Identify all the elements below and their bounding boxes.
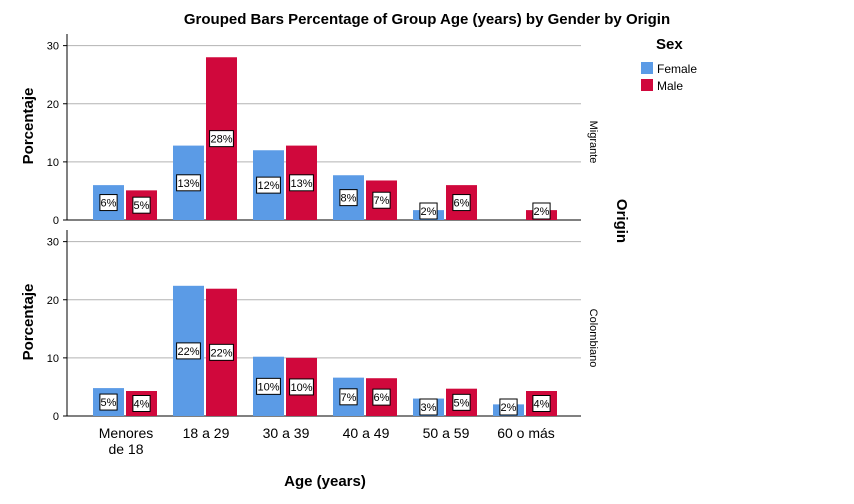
data-label: 2%: [534, 206, 550, 218]
x-axis-title: Age (years): [284, 473, 366, 490]
data-label: 13%: [177, 178, 199, 190]
data-label-box: [132, 395, 151, 413]
x-tick-label: 60 o más: [497, 425, 555, 441]
panel-label: Colombiano: [587, 309, 599, 368]
data-label-box: [176, 174, 201, 192]
y-tick-label: 0: [53, 215, 59, 227]
data-label-box: [99, 194, 118, 212]
data-label-box: [176, 342, 201, 360]
x-tick-label: de 18: [108, 441, 143, 457]
y-tick-label: 30: [47, 41, 59, 53]
data-label-box: [256, 377, 281, 395]
data-label: 6%: [454, 198, 470, 210]
data-label: 6%: [374, 392, 390, 404]
y-tick-label: 10: [47, 157, 59, 169]
data-label: 6%: [101, 198, 117, 210]
legend-label-female: Female: [657, 62, 697, 76]
data-label-box: [499, 398, 518, 416]
data-label-box: [532, 202, 551, 220]
y-axis-title-bottom: Porcentaje: [20, 284, 37, 361]
legend-label-male: Male: [657, 79, 683, 93]
data-label-box: [452, 393, 471, 411]
data-label-box: [99, 393, 118, 411]
data-label-box: [372, 191, 391, 209]
panel-variable-title: Origin: [613, 199, 630, 243]
panel-label: Migrante: [587, 121, 599, 164]
data-label-box: [289, 378, 314, 396]
panel-colombiano: 0 10 20 30 5% 4% 22% 22% 10% 10% 7% 6% 3% 5% 2% 4% Colom…: [47, 230, 599, 423]
data-label: 5%: [454, 397, 470, 409]
legend-swatch-male: [641, 79, 653, 91]
data-label: 2%: [501, 402, 517, 414]
legend: Sex Female Male: [641, 36, 697, 93]
data-label-box: [339, 189, 358, 207]
x-tick-label: 18 a 29: [183, 425, 230, 441]
data-label: 5%: [134, 200, 150, 212]
data-label: 7%: [341, 392, 357, 404]
data-label: 10%: [290, 382, 312, 394]
y-tick-label: 30: [47, 237, 59, 249]
data-label: 22%: [210, 347, 232, 359]
x-tick-label: 30 a 39: [263, 425, 310, 441]
data-label: 10%: [257, 381, 279, 393]
y-tick-label: 10: [47, 353, 59, 365]
data-label-box: [419, 398, 438, 416]
data-label-box: [452, 194, 471, 212]
y-axis-title-top: Porcentaje: [20, 88, 37, 165]
data-label: 4%: [534, 399, 550, 411]
y-tick-label: 20: [47, 99, 59, 111]
data-label: 13%: [290, 178, 312, 190]
data-label-box: [532, 395, 551, 413]
data-label: 4%: [134, 399, 150, 411]
data-label: 22%: [177, 346, 199, 358]
data-label-box: [372, 388, 391, 406]
legend-swatch-female: [641, 62, 653, 74]
data-label: 12%: [257, 180, 279, 192]
x-tick-label: 40 a 49: [343, 425, 390, 441]
data-label: 2%: [421, 206, 437, 218]
legend-title: Sex: [656, 36, 683, 53]
data-label: 28%: [210, 134, 232, 146]
chart-title: Grouped Bars Percentage of Group Age (ye…: [184, 11, 670, 28]
data-label: 3%: [421, 402, 437, 414]
y-tick-label: 20: [47, 295, 59, 307]
data-label-box: [209, 130, 234, 148]
data-label: 5%: [101, 397, 117, 409]
panel-migrante: 0 10 20 30 6% 5% 13% 28% 12% 13% 8% 7% 2% 6% 2% Migrant…: [47, 34, 599, 227]
data-label-box: [289, 174, 314, 192]
data-label-box: [256, 176, 281, 194]
y-tick-label: 0: [53, 411, 59, 423]
data-label: 8%: [341, 193, 357, 205]
data-label: 7%: [374, 195, 390, 207]
x-tick-label: 50 a 59: [423, 425, 470, 441]
data-label-box: [339, 388, 358, 406]
chart-panels: 0 10 20 30 6% 5% 13% 28% 12% 13% 8% 7% 2% 6% 2% Migrant…: [47, 34, 599, 423]
data-label-box: [419, 202, 438, 220]
x-tick-label: Menores: [99, 425, 153, 441]
data-label-box: [132, 196, 151, 214]
data-label-box: [209, 343, 234, 361]
